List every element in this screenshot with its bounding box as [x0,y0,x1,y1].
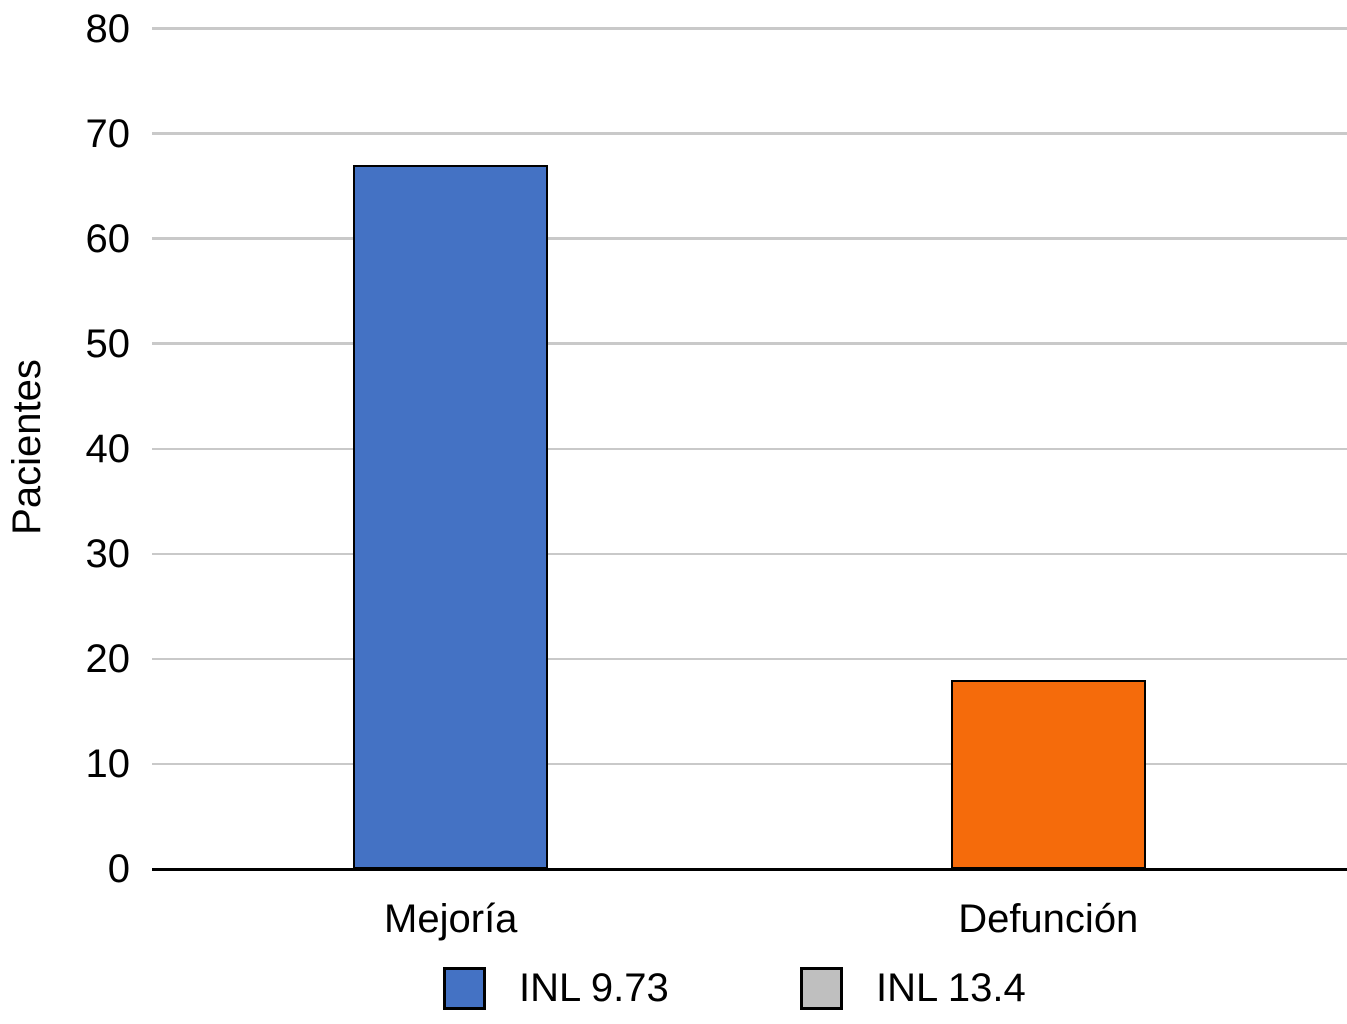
legend-swatch-2 [800,967,843,1010]
legend-label-2: INL 13.4 [876,966,1026,1010]
gridline-20 [152,657,1347,661]
bar-defuncion [950,679,1146,869]
y-tick-label-20: 20 [85,636,131,681]
legend-item-2: INL 13.4 [800,967,1026,1010]
y-tick-label-30: 30 [85,531,131,576]
gridline-40 [152,447,1347,450]
y-tick-label-0: 0 [107,847,130,891]
y-tick-label-50: 50 [85,321,131,366]
y-tick-label-70: 70 [85,111,131,156]
legend-item-1: INL 9.73 [443,967,669,1010]
category-label-defuncion: Defunción [958,897,1139,941]
gridline-70 [152,132,1347,135]
x-axis [152,867,1347,871]
gridline-60 [152,237,1347,240]
legend-swatch-1 [443,967,486,1010]
y-tick-label-60: 60 [85,216,131,261]
gridline-30 [152,552,1347,556]
y-tick-label-10: 10 [85,741,131,786]
legend-label-1: INL 9.73 [519,966,669,1010]
gridline-80 [152,27,1347,30]
y-tick-label-80: 80 [85,6,131,51]
y-tick-label-40: 40 [85,426,131,471]
gridline-50 [152,342,1347,345]
bar-mejoria [353,165,549,869]
category-label-mejoria: Mejoría [384,897,518,941]
gridline-10 [152,762,1347,766]
